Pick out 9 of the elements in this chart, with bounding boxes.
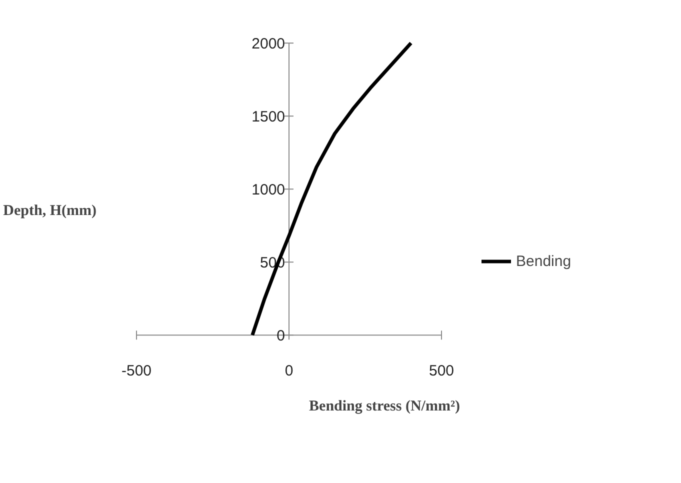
y-tick-label: 1500 bbox=[252, 108, 286, 126]
x-axis-title: Bending stress (N/mm²) bbox=[309, 398, 460, 414]
x-tick-label: 500 bbox=[428, 362, 454, 380]
x-tick-label: -500 bbox=[121, 362, 152, 380]
y-axis-title: Depth, H(mm) bbox=[3, 203, 97, 219]
y-tick-label: 0 bbox=[276, 328, 285, 345]
y-tick-label: 1000 bbox=[252, 182, 286, 199]
legend-label: Bending bbox=[516, 252, 572, 270]
y-tick-label: 2000 bbox=[252, 36, 286, 53]
